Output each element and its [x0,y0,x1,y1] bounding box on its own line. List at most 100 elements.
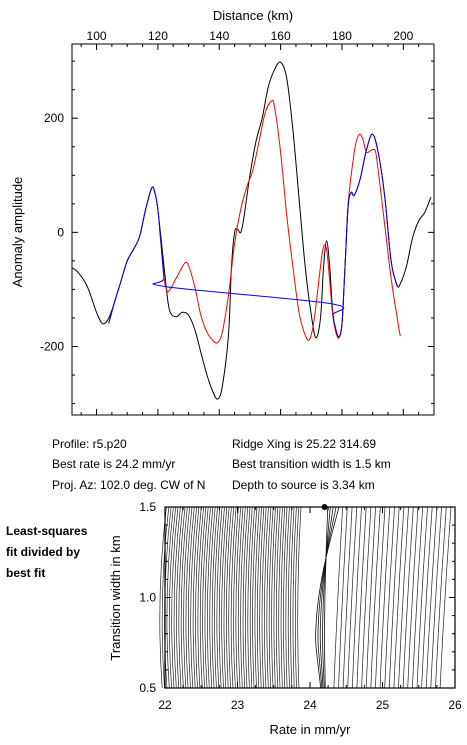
contour-line [407,506,419,689]
contour-line [287,506,293,689]
contour-line [290,506,295,689]
best-rate-text: Best rate is 24.2 mm/yr [52,457,176,471]
contour-line [375,506,386,689]
contour-line [338,506,348,689]
contour-line [425,506,438,689]
contour-line [218,506,225,689]
contour-line [384,506,395,689]
contour-line [412,506,424,689]
contour-line [242,506,249,689]
side-note: Least-squares fit divided by best fit [6,521,87,584]
contour-line [285,506,290,689]
contour-line [324,506,329,689]
contour-line [187,506,195,689]
bottom-y-tick-label: 0.5 [139,681,156,695]
contour-line [197,506,204,689]
contour-line [178,506,186,689]
top-series-group [71,61,432,400]
contour-line [209,506,216,689]
top-x-tick-label: 140 [209,29,229,43]
top-y-tick-label: 200 [44,111,64,125]
contour-line [233,506,239,689]
contour-line [268,506,274,689]
best-fit-marker [321,504,328,510]
contour-line [252,506,258,689]
top-x-tick-label: 100 [87,29,107,43]
contour-line [379,506,391,689]
top-x-tick-label: 200 [393,29,413,43]
contour-line [342,506,353,689]
contour-line [361,506,372,689]
contour-line [240,506,246,689]
contour-line [183,506,190,689]
contour-line [416,506,428,689]
anomaly-profile-chart: 100 120 140 160 180 200 -200 0 200 Distance (km… [10,8,435,416]
top-x-tick-label: 120 [148,29,168,43]
top-x-ticks: 100 120 140 160 180 200 [80,29,420,415]
projection-azimuth-text: Proj. Az: 102.0 deg. CW of N [52,478,206,492]
top-y-tick-label: -200 [40,340,64,354]
contour-line [199,506,207,689]
contour-line [216,506,223,689]
contour-line [176,506,184,689]
contour-line [221,506,228,689]
contour-line [292,506,297,689]
contour-line [370,506,381,689]
bottom-y-tick-label: 1.5 [139,500,156,514]
contour-line [195,506,202,689]
contour-line [356,506,367,689]
contour-line [317,506,337,689]
bottom-x-tick-label: 24 [303,698,317,712]
contour-line [223,506,230,689]
contour-line [280,506,286,689]
contour-line [192,506,200,689]
contour-line [247,506,253,689]
contour-line [393,506,405,689]
contour-line [264,506,269,689]
contour-line [254,506,260,689]
contour-line [171,506,179,689]
misfit-contour-chart: 22 23 24 25 26 0.5 1.0 1.5 Rate in mm/yr Trans… [108,500,462,737]
contour-line [245,506,251,689]
best-width-text: Best transition width is 1.5 km [232,457,391,471]
bottom-x-tick-label: 25 [376,698,390,712]
contour-line [226,506,232,689]
contour-line [347,506,358,689]
side-note-line: best fit [6,566,46,580]
contour-line [351,506,362,689]
contour-line [430,506,442,689]
source-depth-text: Depth to source is 3.34 km [232,478,375,492]
contour-line [319,506,334,689]
contour-line [214,506,221,689]
contour-line [294,506,300,689]
bottom-x-axis-label: Rate in mm/yr [270,722,352,737]
bottom-y-ticks: 0.5 1.0 1.5 [139,500,455,695]
top-plot-frame [71,43,435,416]
contour-line [421,506,433,689]
contour-line [278,506,283,689]
ridge-crossing-text: Ridge Xing is 25.22 314.69 [232,437,377,451]
top-x-tick-label: 180 [332,29,352,43]
contour-line [259,506,265,689]
contour-line [173,506,181,689]
contour-line [185,506,193,689]
top-y-ticks: -200 0 200 [40,60,434,405]
contour-line [235,506,242,689]
top-y-axis-label: Anomaly amplitude [10,177,25,288]
bottom-x-tick-label: 26 [448,698,462,712]
contour-line [333,506,343,689]
contour-lines-group [159,506,452,689]
contour-line [230,506,237,689]
series-line-blue [108,133,398,338]
contour-line [435,506,447,689]
contour-line [180,506,188,689]
contour-line [202,506,209,689]
contour-line [297,506,302,689]
contour-line [159,506,167,689]
contour-line [266,506,272,689]
top-y-tick-label: 0 [57,225,64,239]
top-x-axis-label: Distance (km) [213,8,293,23]
side-note-line: fit divided by [6,545,81,559]
contour-line [249,506,255,689]
